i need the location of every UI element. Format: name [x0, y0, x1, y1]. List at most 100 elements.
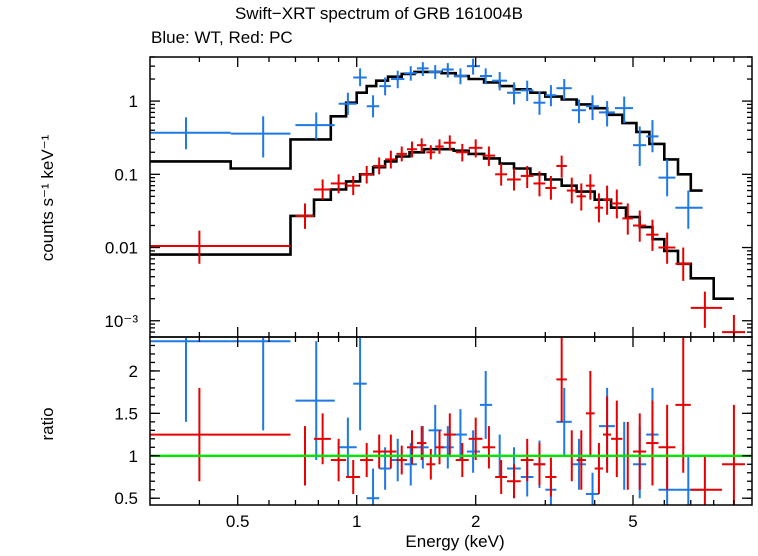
spectrum-point-pc — [435, 139, 444, 154]
model-line-pc — [150, 147, 734, 300]
ratio-point-pc — [482, 426, 496, 469]
y-tick-label: 1 — [129, 92, 138, 111]
ratio-point-pc — [495, 460, 507, 494]
ratio-point-pc — [416, 426, 427, 461]
ratio-point-wt — [295, 341, 335, 461]
spectrum-plot-area — [150, 58, 745, 337]
spectrum-series-pc — [150, 135, 745, 337]
ratio-point-pc — [506, 464, 521, 499]
spectrum-point-wt — [658, 159, 676, 197]
y-tick-label: 2 — [129, 362, 138, 381]
spectrum-point-wt — [150, 117, 231, 150]
spectrum-point-wt — [533, 91, 546, 115]
spectrum-point-wt — [556, 79, 572, 100]
ratio-point-pc — [585, 370, 595, 456]
ratio-point-wt — [353, 337, 367, 431]
ratio-point-pc — [611, 400, 623, 477]
ratio-point-pc — [360, 443, 374, 477]
ratio-panel — [149, 336, 753, 506]
spectrum-point-pc — [566, 177, 577, 204]
ratio-series-pc — [150, 337, 745, 505]
ratio-point-pc — [346, 460, 361, 494]
ratio-point-wt — [230, 337, 291, 431]
ratio-point-pc — [330, 438, 347, 482]
ratio-point-wt — [150, 337, 231, 422]
ratio-point-wt — [466, 430, 480, 473]
spectrum-point-wt — [614, 96, 634, 124]
x-axis-label: Energy (keV) — [405, 532, 505, 551]
axis-ticks — [150, 56, 752, 505]
spectrum-point-wt — [585, 95, 599, 121]
spectrum-point-pc — [396, 146, 407, 162]
spectrum-point-pc — [385, 150, 397, 169]
ratio-point-pc — [150, 387, 291, 482]
x-tick-label: 0.5 — [226, 512, 250, 531]
spectrum-point-pc — [506, 168, 521, 191]
spectrum-point-pc — [314, 179, 331, 200]
ratio-point-pc — [468, 417, 483, 461]
spectrum-point-wt — [675, 190, 703, 229]
y-tick-label: 1 — [129, 447, 138, 466]
spectrum-panel — [149, 56, 753, 338]
spectrum-point-pc — [603, 185, 612, 215]
spectrum-frame — [149, 56, 753, 338]
x-tick-label: 5 — [628, 512, 637, 531]
chart-title: Swift−XRT spectrum of GRB 161004B — [234, 4, 524, 23]
spectrum-point-pc — [495, 163, 507, 186]
ratio-point-pc — [455, 443, 469, 477]
spectrum-point-pc — [360, 165, 374, 184]
spectrum-point-wt — [390, 70, 405, 89]
spectrum-point-wt — [520, 80, 534, 102]
spectrum-point-wt — [404, 66, 417, 81]
spectrum-point-pc — [675, 247, 691, 281]
ratio-point-pc — [594, 443, 604, 494]
ratio-frame — [149, 336, 753, 506]
ratio-point-wt — [585, 472, 599, 505]
spectrum-point-wt — [353, 68, 367, 87]
spectrum-point-pc — [622, 203, 634, 235]
ratio-point-wt — [379, 447, 391, 490]
spectrum-point-pc — [520, 165, 534, 189]
spectrum-point-pc — [585, 174, 595, 200]
y-tick-label: 1.5 — [114, 404, 138, 423]
y-tick-label: 0.1 — [114, 165, 138, 184]
chart-subtitle: Blue: WT, Red: PC — [151, 28, 293, 47]
ratio-point-pc — [520, 438, 534, 482]
spectrum-point-pc — [468, 139, 483, 158]
spectrum-point-pc — [633, 210, 647, 242]
y-tick-label: 10⁻³ — [104, 312, 138, 331]
ratio-point-wt — [556, 387, 572, 456]
spectrum-point-pc — [594, 193, 604, 223]
spectrum-point-wt — [416, 62, 429, 77]
spectrum-point-pc — [295, 203, 315, 229]
spectrum-point-pc — [455, 143, 469, 162]
spectrum-point-wt — [466, 58, 480, 75]
spectrum-point-pc — [533, 171, 546, 197]
ratio-point-pc — [533, 443, 546, 486]
ratio-plot-area — [150, 337, 745, 505]
ratio-point-wt — [338, 417, 357, 477]
spectrum-point-wt — [295, 112, 335, 140]
ratio-point-wt — [479, 370, 493, 439]
spectrum-point-pc — [690, 291, 723, 328]
ratio-point-pc — [556, 337, 567, 422]
ratio-point-pc — [545, 457, 557, 497]
ratio-point-pc — [675, 337, 691, 473]
ratio-point-wt — [366, 468, 380, 505]
spectrum-point-pc — [406, 141, 417, 158]
y-tick-label: 0.01 — [105, 239, 138, 258]
spectrum-point-wt — [366, 95, 380, 118]
spectrum-point-pc — [373, 157, 386, 175]
ratio-point-pc — [690, 455, 723, 505]
spectrum-point-pc — [416, 138, 427, 153]
spectrum-point-pc — [150, 230, 291, 264]
spectrum-point-pc — [482, 146, 496, 166]
spectrum-point-wt — [379, 77, 391, 96]
spectrum-point-wt — [633, 126, 647, 166]
ratio-point-pc — [426, 449, 436, 480]
spectrum-point-pc — [443, 135, 456, 151]
ratio-point-wt — [416, 426, 429, 469]
y-tick-label: 0.5 — [114, 489, 138, 508]
spectrum-point-pc — [426, 145, 436, 160]
